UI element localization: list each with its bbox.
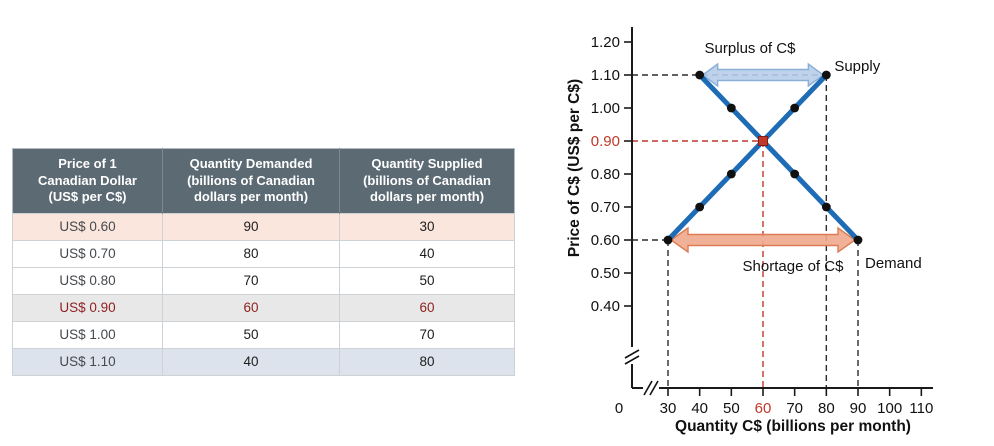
data-point (853, 235, 863, 245)
quantity-supplied-cell: 30 (339, 212, 515, 241)
table-row: US$ 0.90 60 60 (12, 293, 515, 322)
x-tick-label: 80 (818, 400, 835, 417)
quantity-demanded-cell: 80 (162, 239, 340, 268)
y-axis-label: Price of C$ (US$ per C$) (566, 79, 583, 257)
quantity-demanded-cell: 90 (162, 212, 340, 241)
quantity-supplied-cell: 70 (339, 320, 515, 349)
supply-curve (665, 72, 829, 243)
demand-label: Demand (865, 255, 922, 272)
y-tick-label: 0.40 (591, 298, 620, 315)
x-tick-label: 60 (755, 400, 772, 417)
table-header: Price of 1 Canadian Dollar (US$ per C$) Q… (12, 148, 515, 213)
y-tick-label: 0.90 (591, 133, 620, 150)
quantity-supplied-cell: 40 (339, 239, 515, 268)
y-tick-label: 1.00 (591, 100, 620, 117)
table-row: US$ 1.10 40 80 (12, 347, 515, 376)
table-row: US$ 1.00 50 70 (12, 320, 515, 349)
quantity-demanded-cell: 70 (162, 266, 340, 295)
column-header-1: Quantity Demanded (billions of Canadian … (162, 148, 340, 213)
data-point (790, 169, 800, 179)
x-axis-break-mask (643, 380, 659, 396)
y-tick-label: 0.70 (591, 199, 620, 216)
x-tick-label: 90 (850, 400, 867, 417)
price-cell: US$ 0.60 (12, 212, 163, 241)
x-tick-label: 0 (615, 400, 623, 417)
data-point (726, 169, 736, 179)
y-axis-break-mask (624, 347, 640, 364)
x-tick-label: 40 (691, 400, 708, 417)
quantity-demanded-cell: 40 (162, 347, 340, 376)
supply-label: Supply (834, 58, 880, 75)
y-axis-break (624, 355, 640, 365)
shortage-arrow-label: Shortage of C$ (743, 258, 845, 275)
quantity-demanded-cell: 60 (162, 293, 340, 322)
x-tick-label: 50 (723, 400, 740, 417)
supply-demand-chart: Surplus of C$ Shortage of C$ 0.40 0.50 0.60 0… (566, 27, 933, 435)
column-header-0: Price of 1 Canadian Dollar (US$ per C$) (12, 148, 163, 213)
table-row: US$ 0.70 80 40 (12, 239, 515, 268)
price-cell: US$ 0.80 (12, 266, 163, 295)
x-tick-label: 110 (909, 400, 933, 417)
quantity-supplied-cell: 80 (339, 347, 515, 376)
equilibrium-point (758, 136, 769, 146)
market-schedule-table-wrap: Price of 1 Canadian Dollar (US$ per C$) Q… (12, 148, 515, 376)
x-axis-break (649, 380, 659, 396)
data-point (821, 70, 831, 80)
y-tick-label: 1.10 (591, 67, 620, 84)
x-axis-break (643, 380, 653, 396)
x-tick-label: 100 (877, 400, 902, 417)
table-header-row: Price of 1 Canadian Dollar (US$ per C$) Q… (12, 148, 515, 213)
x-tick-label: 70 (786, 400, 803, 417)
x-tick-label: 30 (660, 400, 677, 417)
table-body: US$ 0.60 90 30 US$ 0.70 80 40 US$ 0.80 70 50 US$ … (12, 212, 515, 376)
quantity-demanded-cell: 50 (162, 320, 340, 349)
column-header-2: Quantity Supplied (billions of Canadian … (339, 148, 515, 213)
table-row: US$ 0.80 70 50 (12, 266, 515, 295)
price-cell: US$ 0.70 (12, 239, 163, 268)
y-tick-label: 0.80 (591, 166, 620, 183)
price-cell: US$ 1.10 (12, 347, 163, 376)
price-cell: US$ 1.00 (12, 320, 163, 349)
demand-curve (697, 72, 861, 243)
surplus-arrow-label: Surplus of C$ (705, 40, 797, 57)
data-point (663, 235, 673, 245)
data-point (726, 103, 736, 113)
data-point (695, 202, 705, 212)
price-cell: US$ 0.90 (12, 293, 163, 322)
y-tick-label: 0.50 (591, 265, 620, 282)
data-point (821, 202, 831, 212)
quantity-supplied-cell: 50 (339, 266, 515, 295)
market-schedule-table: Price of 1 Canadian Dollar (US$ per C$) Q… (12, 148, 515, 376)
data-point (695, 70, 705, 80)
y-tick-label: 0.60 (591, 232, 620, 249)
x-axis-label: Quantity C$ (billions per month) (675, 418, 911, 435)
surplus-arrow (701, 62, 825, 88)
table-row: US$ 0.60 90 30 (12, 212, 515, 241)
y-axis-break (624, 349, 640, 359)
data-point (790, 103, 800, 113)
quantity-supplied-cell: 60 (339, 293, 515, 322)
y-tick-label: 1.20 (591, 34, 620, 51)
